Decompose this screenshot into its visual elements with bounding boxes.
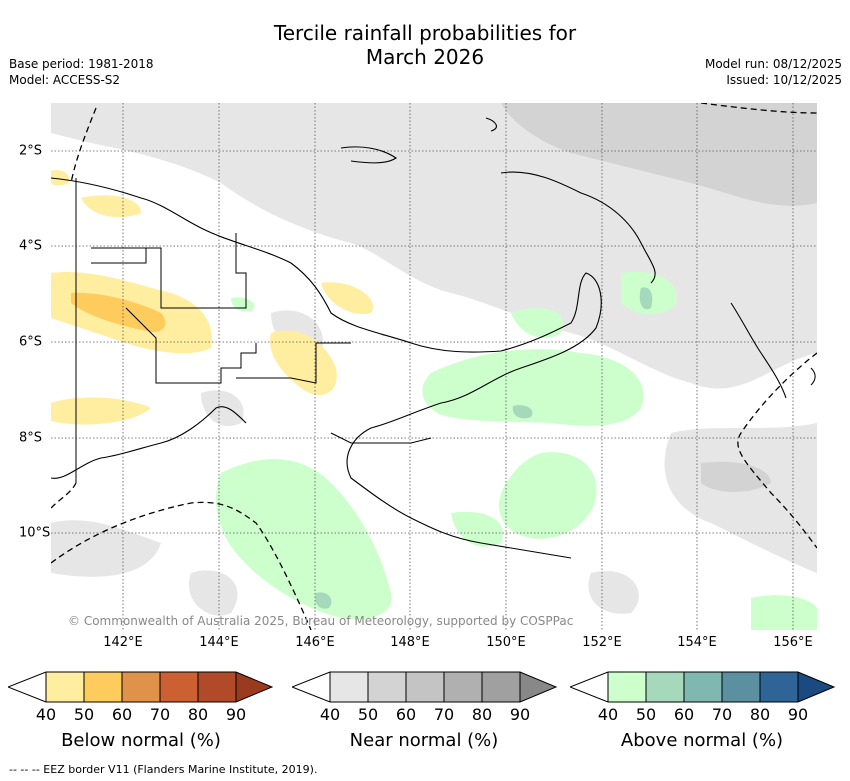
above-normal-regions bbox=[216, 271, 817, 630]
legend-swatch bbox=[84, 672, 122, 702]
legend-swatch bbox=[798, 672, 834, 702]
y-tick-label: 10°S bbox=[19, 525, 51, 541]
x-tick-label: 150°E bbox=[486, 635, 526, 650]
legend-swatch bbox=[8, 672, 46, 702]
legend-swatch bbox=[684, 672, 722, 702]
legend-tick: 70 bbox=[711, 705, 733, 724]
legend-tick: 80 bbox=[749, 705, 771, 724]
chart-title-line1: Tercile rainfall probabilities for bbox=[273, 21, 577, 45]
above-normal-50 bbox=[315, 287, 653, 609]
legend-swatch bbox=[330, 672, 368, 702]
legend-tick: 40 bbox=[319, 705, 341, 724]
legend-title: Below normal (%) bbox=[61, 730, 221, 751]
chart-title-line2: March 2026 bbox=[365, 45, 485, 69]
legend-swatch bbox=[482, 672, 520, 702]
x-tick-label: 142°E bbox=[103, 635, 143, 650]
model-name: Model: ACCESS-S2 bbox=[9, 73, 121, 87]
meta-right: Model run: 08/12/2025 Issued: 10/12/2025 bbox=[705, 56, 842, 88]
x-tick-label: 152°E bbox=[582, 635, 622, 650]
coastlines bbox=[51, 117, 816, 559]
eez-borders bbox=[51, 103, 817, 630]
x-tick-label: 146°E bbox=[295, 635, 335, 650]
legend-swatch bbox=[520, 672, 556, 702]
legend-tick: 50 bbox=[635, 705, 657, 724]
x-tick-label: 154°E bbox=[677, 635, 717, 650]
probability-map bbox=[51, 103, 817, 630]
legend-swatch bbox=[646, 672, 684, 702]
meta-left: Base period: 1981-2018 Model: ACCESS-S2 bbox=[9, 56, 154, 88]
legend-swatch bbox=[160, 672, 198, 702]
x-tick-label: 148°E bbox=[390, 635, 430, 650]
province-borders bbox=[75, 178, 432, 483]
legend-swatch bbox=[368, 672, 406, 702]
legend-swatch bbox=[122, 672, 160, 702]
x-tick-label: 156°E bbox=[773, 635, 813, 650]
legend-swatch bbox=[760, 672, 798, 702]
below-normal-50 bbox=[71, 292, 166, 332]
legend-tick: 80 bbox=[471, 705, 493, 724]
legend-swatch bbox=[292, 672, 330, 702]
near-normal-darker bbox=[501, 103, 817, 492]
legend-tick: 60 bbox=[395, 705, 417, 724]
legend-title: Above normal (%) bbox=[620, 730, 784, 751]
legend-tick: 40 bbox=[35, 705, 57, 724]
legend-tick: 50 bbox=[73, 705, 95, 724]
legend-below-normal bbox=[8, 671, 274, 703]
legend-tick: 40 bbox=[597, 705, 619, 724]
model-run: Model run: 08/12/2025 bbox=[704, 57, 842, 71]
x-tick-label: 144°E bbox=[199, 635, 239, 650]
copyright-notice: © Commonwealth of Australia 2025, Bureau… bbox=[68, 614, 574, 628]
legend-tick: 50 bbox=[357, 705, 379, 724]
legend-swatch bbox=[444, 672, 482, 702]
graticule bbox=[51, 103, 817, 630]
y-tick-label: 8°S bbox=[19, 430, 43, 446]
legend-swatch bbox=[722, 672, 760, 702]
legend-tick: 80 bbox=[187, 705, 209, 724]
legend-tick: 70 bbox=[433, 705, 455, 724]
legend-near-normal bbox=[292, 671, 558, 703]
legend-swatch bbox=[570, 672, 608, 702]
legend-swatch bbox=[46, 672, 84, 702]
legend-swatch bbox=[608, 672, 646, 702]
legend-tick: 90 bbox=[225, 705, 247, 724]
y-tick-label: 6°S bbox=[19, 334, 43, 350]
eez-footnote: -- -- -- EEZ border V11 (Flanders Marine… bbox=[9, 763, 318, 776]
legend-tick: 60 bbox=[111, 705, 133, 724]
legend-tick: 90 bbox=[787, 705, 809, 724]
legend-swatch bbox=[406, 672, 444, 702]
legend-tick: 70 bbox=[149, 705, 171, 724]
legend-above-normal bbox=[570, 671, 836, 703]
legend-tick: 60 bbox=[673, 705, 695, 724]
y-tick-label: 4°S bbox=[19, 238, 43, 254]
legend-title: Near normal (%) bbox=[349, 730, 499, 751]
base-period: Base period: 1981-2018 bbox=[9, 57, 154, 71]
issued-date: Issued: 10/12/2025 bbox=[726, 73, 842, 87]
legend-tick: 90 bbox=[509, 705, 531, 724]
legend-swatch bbox=[236, 672, 272, 702]
y-tick-label: 2°S bbox=[19, 143, 43, 159]
legend-swatch bbox=[198, 672, 236, 702]
